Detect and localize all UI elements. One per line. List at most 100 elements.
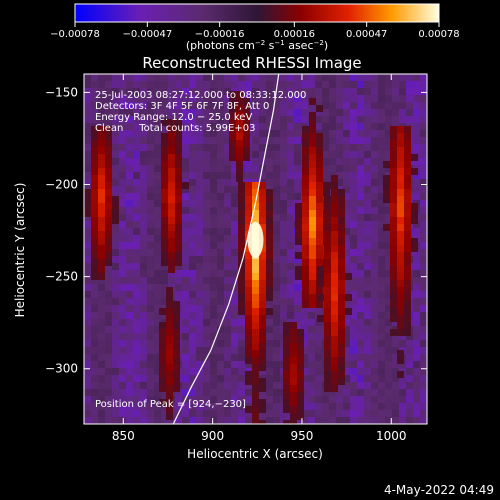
background-cell xyxy=(189,333,196,340)
background-cell xyxy=(371,116,378,123)
emission-cell xyxy=(259,287,266,294)
background-cell xyxy=(154,151,161,158)
background-cell xyxy=(273,263,280,270)
emission-cell xyxy=(91,175,98,182)
background-cell xyxy=(189,319,196,326)
background-cell xyxy=(413,368,420,375)
background-cell xyxy=(133,200,140,207)
background-cell xyxy=(406,116,413,123)
background-cell xyxy=(259,410,266,417)
emission-cell xyxy=(112,210,119,217)
background-cell xyxy=(182,95,189,102)
background-cell xyxy=(350,179,357,186)
background-cell xyxy=(231,417,238,424)
background-cell xyxy=(105,81,112,88)
emission-cell xyxy=(390,203,397,210)
emission-cell xyxy=(161,182,168,189)
background-cell xyxy=(287,165,294,172)
emission-cell xyxy=(105,231,112,238)
emission-cell xyxy=(295,238,302,245)
background-cell xyxy=(378,417,385,424)
background-cell xyxy=(182,130,189,137)
background-cell xyxy=(385,263,392,270)
background-cell xyxy=(91,326,98,333)
emission-cell xyxy=(252,259,259,266)
background-cell xyxy=(133,214,140,221)
background-cell xyxy=(154,277,161,284)
background-cell xyxy=(154,263,161,270)
background-cell xyxy=(252,88,259,95)
background-cell xyxy=(287,193,294,200)
background-cell xyxy=(357,214,364,221)
emission-cell xyxy=(245,301,252,308)
background-cell xyxy=(266,298,273,305)
background-cell xyxy=(392,382,399,389)
emission-cell xyxy=(91,245,98,252)
emission-cell xyxy=(245,294,252,301)
background-cell xyxy=(343,368,350,375)
background-cell xyxy=(203,95,210,102)
emission-cell xyxy=(404,126,411,133)
emission-cell xyxy=(302,259,309,266)
background-cell xyxy=(294,165,301,172)
emission-cell xyxy=(245,322,252,329)
emission-cell xyxy=(316,210,323,217)
background-cell xyxy=(175,389,182,396)
emission-cell xyxy=(309,301,316,308)
background-cell xyxy=(189,109,196,116)
background-cell xyxy=(224,368,231,375)
background-cell xyxy=(147,284,154,291)
background-cell xyxy=(210,263,217,270)
background-cell xyxy=(140,368,147,375)
emission-cell xyxy=(397,308,404,315)
emission-cell xyxy=(331,308,338,315)
plot-frame xyxy=(83,73,428,425)
background-cell xyxy=(280,207,287,214)
background-cell xyxy=(126,88,133,95)
emission-cell xyxy=(302,161,309,168)
emission-cell xyxy=(91,161,98,168)
background-cell xyxy=(420,340,427,347)
background-cell xyxy=(189,277,196,284)
background-cell xyxy=(203,214,210,221)
background-cell xyxy=(140,375,147,382)
emission-cell xyxy=(259,378,266,385)
background-cell xyxy=(343,242,350,249)
emission-cell xyxy=(161,147,168,154)
background-cell xyxy=(420,123,427,130)
background-cell xyxy=(203,305,210,312)
background-cell xyxy=(238,410,245,417)
background-cell xyxy=(217,389,224,396)
background-cell xyxy=(273,305,280,312)
background-cell xyxy=(336,144,343,151)
emission-cell xyxy=(252,385,259,392)
background-cell xyxy=(385,333,392,340)
background-cell xyxy=(294,186,301,193)
emission-cell xyxy=(161,231,168,238)
background-cell xyxy=(196,207,203,214)
background-cell xyxy=(210,186,217,193)
emission-cell xyxy=(98,140,105,147)
emission-cell xyxy=(324,322,331,329)
emission-cell xyxy=(168,203,175,210)
emission-cell xyxy=(229,140,236,147)
background-cell xyxy=(413,417,420,424)
background-cell xyxy=(350,305,357,312)
emission-cell xyxy=(236,105,243,112)
background-cell xyxy=(182,207,189,214)
emission-cell xyxy=(316,238,323,245)
background-cell xyxy=(231,193,238,200)
background-cell xyxy=(119,130,126,137)
background-cell xyxy=(189,284,196,291)
background-cell xyxy=(196,88,203,95)
background-cell xyxy=(126,144,133,151)
background-cell xyxy=(252,123,259,130)
background-cell xyxy=(133,81,140,88)
background-cell xyxy=(182,340,189,347)
emission-cell xyxy=(324,364,331,371)
background-cell xyxy=(392,417,399,424)
background-cell xyxy=(329,165,336,172)
background-cell xyxy=(203,340,210,347)
background-cell xyxy=(420,354,427,361)
emission-cell xyxy=(252,406,259,413)
